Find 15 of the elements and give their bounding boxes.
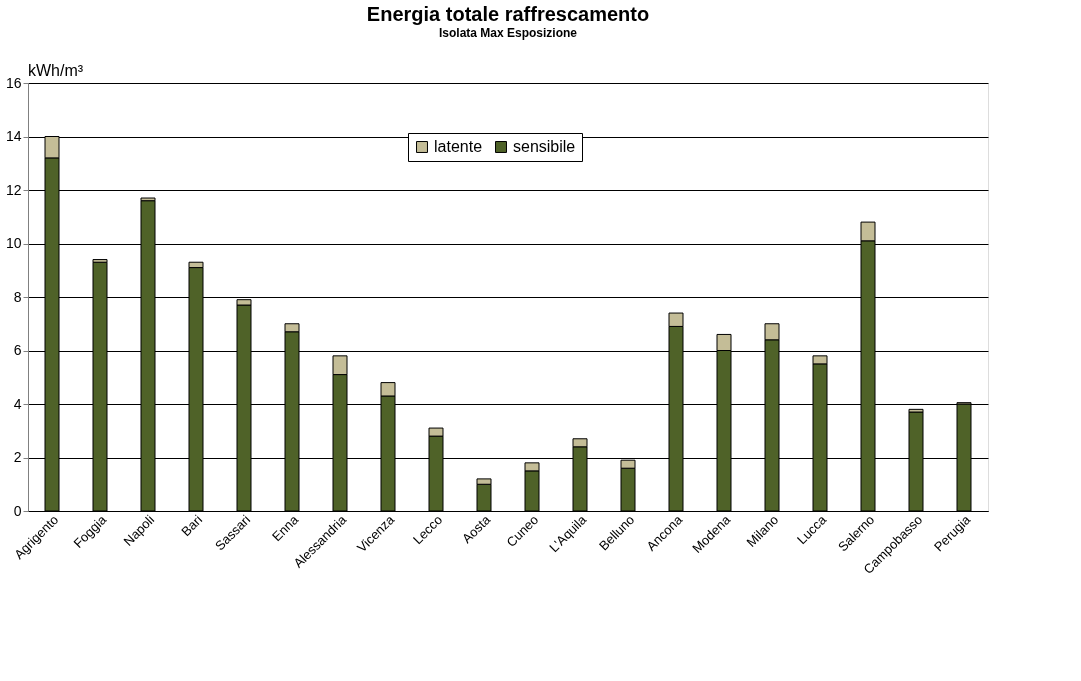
legend-label: sensibile [513,138,576,155]
y-tick-label: 6 [13,342,22,358]
legend-label: latente [434,138,483,155]
y-tick-label: 4 [13,395,22,412]
chart-subtitle: Isolata Max Esposizione [438,26,578,40]
y-tick-label: 10 [5,235,22,251]
y-tick-label: 8 [13,288,22,305]
y-tick-label: 14 [5,128,22,144]
chart-title: Energia totale raffrescamento [366,3,650,25]
y-tick-label: 12 [5,181,22,198]
y-tick-label: 2 [13,449,22,465]
y-tick-label: 16 [5,74,22,91]
y-tick-label: 0 [13,502,22,519]
y-axis-title: kWh/m³ [28,62,84,79]
x-tick-label: Bari [178,512,206,540]
